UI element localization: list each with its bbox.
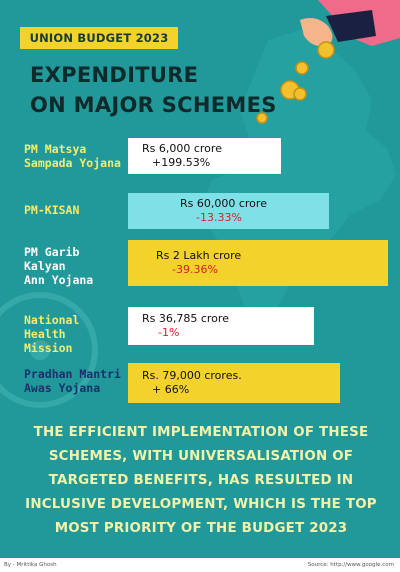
expenditure-amount-label: Rs. 79,000 crores.: [142, 369, 242, 382]
footer: By - Mrittika Ghosh Source: http://www.g…: [0, 558, 400, 572]
change-percent-label: -39.36%: [172, 263, 218, 276]
scheme-label-line: PM-KISAN: [24, 203, 80, 217]
scheme-label-line: Pradhan Mantri: [24, 367, 121, 381]
expenditure-amount-label: Rs 2 Lakh crore: [156, 249, 242, 262]
author-credit: By - Mrittika Ghosh: [4, 562, 57, 568]
change-percent-label: +199.53%: [152, 156, 211, 169]
scheme-bar: Rs 36,785 crore -1%: [128, 307, 314, 345]
expenditure-amount-label: Rs 60,000 crore: [180, 197, 267, 210]
scheme-label: Pradhan Mantri Awas Yojana: [24, 367, 124, 395]
scheme-label: PM Matsya Sampada Yojana: [24, 142, 124, 170]
ashoka-chakra-icon: [0, 292, 98, 408]
scheme-label: PM-KISAN: [24, 203, 124, 217]
scheme-label: PM Garib Kalyan Ann Yojana: [24, 245, 124, 287]
change-percent-label: -1%: [158, 326, 180, 339]
scheme-label-line: Mission: [24, 341, 73, 355]
change-percent-label: + 66%: [152, 383, 190, 396]
change-percent-label: -13.33%: [196, 211, 242, 224]
scheme-label-line: PM Matsya: [24, 142, 87, 156]
hand-with-coins-icon: [256, 0, 400, 124]
expenditure-amount-label: Rs 36,785 crore: [142, 312, 229, 325]
scheme-bar: Rs 6,000 crore +199.53%: [128, 138, 281, 174]
title-line-2: ON MAJOR SCHEMES: [30, 93, 277, 117]
title-line-1: EXPENDITURE: [30, 63, 199, 87]
page-title: EXPENDITURE ON MAJOR SCHEMES: [30, 60, 277, 120]
scheme-label: National Health Mission: [24, 313, 124, 355]
scheme-label-line: Awas Yojana: [24, 381, 101, 395]
scheme-bar: Rs 2 Lakh crore -39.36%: [128, 240, 388, 286]
source-credit: Source: http://www.google.com: [307, 562, 394, 568]
scheme-label-line: National Health: [24, 313, 80, 341]
scheme-bar: Rs 60,000 crore -13.33%: [128, 193, 329, 229]
scheme-label-line: Sampada Yojana: [24, 156, 121, 170]
scheme-label-line: PM Garib Kalyan: [24, 245, 80, 273]
scheme-bar: Rs. 79,000 crores. + 66%: [128, 363, 340, 403]
expenditure-amount-label: Rs 6,000 crore: [142, 142, 222, 155]
scheme-label-line: Ann Yojana: [24, 273, 94, 287]
summary-paragraph: THE EFFICIENT IMPLEMENTATION OF THESE SC…: [25, 425, 377, 536]
union-budget-tag: UNION BUDGET 2023: [20, 27, 178, 49]
